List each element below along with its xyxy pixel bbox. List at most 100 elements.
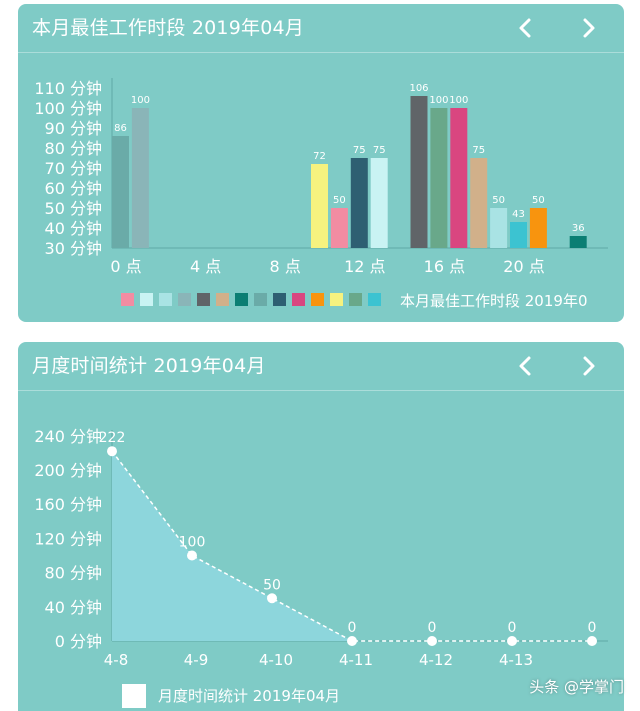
- x-tick-label: 0 点: [110, 257, 141, 276]
- bar-19: [490, 208, 508, 248]
- y-tick-label: 80 分钟: [45, 564, 102, 583]
- bar-1: [131, 108, 149, 248]
- bar-value-label: 75: [353, 145, 366, 156]
- bar-20: [510, 222, 527, 248]
- x-tick-label: 4-10: [259, 651, 293, 669]
- legend-swatch: [178, 293, 191, 306]
- data-point: [187, 550, 197, 561]
- legend-swatch: [122, 684, 146, 708]
- bar-value-label: 50: [492, 195, 505, 206]
- next-month-button[interactable]: [574, 14, 602, 42]
- data-point: [427, 636, 437, 646]
- x-tick-label: 8 点: [270, 257, 301, 276]
- bar-0: [112, 136, 129, 248]
- chevron-right-icon: [583, 18, 595, 38]
- prev-month-button[interactable]: [512, 352, 540, 380]
- chevron-left-icon: [519, 18, 531, 38]
- bar-18: [470, 158, 488, 248]
- bar-value-label: 106: [409, 83, 428, 94]
- data-point: [507, 636, 517, 646]
- monthly-time-card: 月度时间统计 2019年04月 240 分钟 200 分钟 160 分钟 120 分钟…: [18, 342, 624, 711]
- bar-10: [311, 164, 328, 248]
- bar-16: [430, 108, 448, 248]
- x-tick-label: 4-12: [419, 651, 453, 669]
- bar-17: [450, 108, 468, 248]
- bar-11: [330, 208, 348, 248]
- area-chart: 240 分钟 200 分钟 160 分钟 120 分钟 80 分钟 40 分钟 0 分钟 22…: [34, 427, 608, 708]
- y-tick-label: 120 分钟: [34, 529, 102, 548]
- series-area: [112, 451, 592, 641]
- x-tick-label: 4-8: [104, 651, 129, 669]
- card-title: 月度时间统计 2019年04月: [32, 355, 266, 377]
- legend-swatch: [140, 293, 153, 306]
- card-header: 本月最佳工作时段 2019年04月: [18, 4, 624, 53]
- x-tick-label: 4-13: [499, 651, 533, 669]
- legend-swatch: [311, 293, 324, 306]
- x-tick-label: 20 点: [503, 257, 544, 276]
- y-tick-label: 40 分钟: [45, 219, 102, 238]
- legend-swatch: [254, 293, 267, 306]
- bar-value-label: 75: [472, 145, 485, 156]
- y-tick-label: 40 分钟: [45, 598, 102, 617]
- bar-15: [410, 96, 428, 248]
- bar-value-label: 100: [131, 95, 150, 106]
- bar-value-label: 36: [572, 223, 585, 234]
- y-tick-label: 80 分钟: [45, 139, 102, 158]
- data-label: 0: [588, 620, 597, 636]
- y-tick-label: 90 分钟: [45, 119, 102, 138]
- bar-value-label: 100: [449, 95, 468, 106]
- x-tick-label: 4 点: [190, 257, 221, 276]
- x-tick-label: 4-11: [339, 651, 373, 669]
- watermark: 头条 @学掌门: [529, 678, 624, 696]
- x-tick-label: 12 点: [344, 257, 385, 276]
- y-tick-label: 200 分钟: [34, 461, 102, 480]
- bar-23: [569, 236, 587, 248]
- y-tick-label: 100 分钟: [34, 99, 102, 118]
- bar-value-label: 50: [532, 195, 545, 206]
- legend-swatch: [292, 293, 305, 306]
- bar-value-label: 100: [429, 95, 448, 106]
- prev-month-button[interactable]: [512, 14, 540, 42]
- x-tick-label: 16 点: [424, 257, 465, 276]
- card-title: 本月最佳工作时段 2019年04月: [32, 17, 304, 39]
- chevron-left-icon: [519, 356, 531, 376]
- bar-13: [370, 158, 388, 248]
- bar-21: [529, 208, 547, 248]
- bar-value-label: 43: [512, 209, 525, 220]
- y-tick-label: 60 分钟: [45, 179, 102, 198]
- legend-swatch: [349, 293, 362, 306]
- legend-swatch: [216, 293, 229, 306]
- data-label: 0: [508, 620, 517, 636]
- data-point: [587, 636, 597, 646]
- legend-swatch: [235, 293, 248, 306]
- y-tick-label: 160 分钟: [34, 495, 102, 514]
- bar-value-label: 50: [333, 195, 346, 206]
- bar-value-label: 75: [373, 145, 386, 156]
- data-point: [107, 446, 117, 457]
- y-tick-label: 110 分钟: [34, 79, 102, 98]
- legend-swatch: [330, 293, 343, 306]
- card-header: 月度时间统计 2019年04月: [18, 342, 624, 391]
- data-point: [347, 636, 357, 646]
- data-label: 0: [348, 620, 357, 636]
- legend-swatch: [121, 293, 134, 306]
- bar-value-label: 86: [114, 123, 127, 134]
- bar-12: [350, 158, 368, 248]
- legend-swatch: [368, 293, 381, 306]
- data-label: 100: [179, 535, 206, 551]
- y-tick-label: 0 分钟: [55, 632, 102, 651]
- x-tick-label: 4-9: [184, 651, 209, 669]
- data-label: 222: [99, 430, 126, 446]
- data-label: 0: [428, 620, 437, 636]
- y-tick-label: 70 分钟: [45, 159, 102, 178]
- data-label: 50: [263, 577, 281, 593]
- chevron-right-icon: [583, 356, 595, 376]
- bar-value-label: 72: [313, 151, 326, 162]
- best-work-period-card: 本月最佳工作时段 2019年04月 110 分钟 100 分钟 90 分钟 80 分钟…: [18, 4, 624, 322]
- data-point: [267, 593, 277, 604]
- next-month-button[interactable]: [574, 352, 602, 380]
- legend-swatch: [197, 293, 210, 306]
- legend-swatch: [159, 293, 172, 306]
- legend-label: 本月最佳工作时段 2019年0: [400, 292, 588, 310]
